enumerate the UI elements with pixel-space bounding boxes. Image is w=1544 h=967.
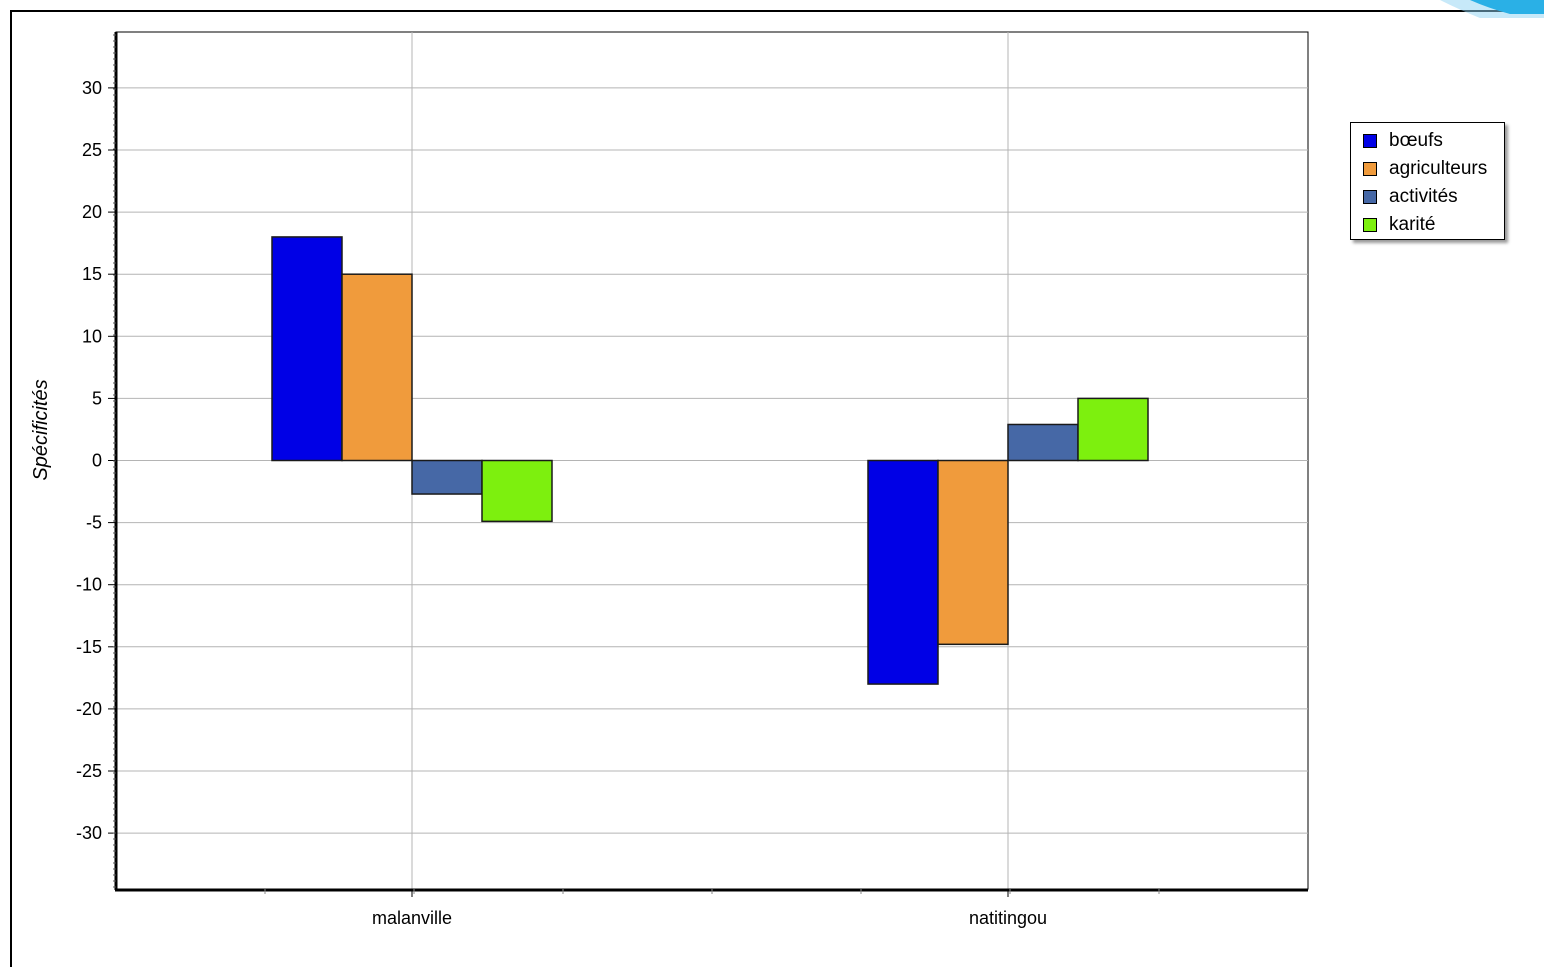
bar-natitingou-2 <box>1007 423 1079 462</box>
bar-malanville-2 <box>411 459 483 495</box>
y-tick-label: -15 <box>76 637 102 657</box>
y-tick-label: 20 <box>82 202 102 222</box>
legend-swatch <box>1363 190 1377 204</box>
y-tick-label: -25 <box>76 761 102 781</box>
y-tick-label: 0 <box>92 451 102 471</box>
legend-swatch <box>1363 134 1377 148</box>
legend: bœufs agriculteurs activités karité <box>1350 122 1505 240</box>
bar-natitingou-1 <box>937 459 1009 646</box>
legend-swatch <box>1363 218 1377 232</box>
legend-label: activités <box>1389 186 1458 207</box>
bar-malanville-1 <box>341 273 413 462</box>
x-axis-ticks: malanville natitingou <box>264 889 1160 928</box>
y-tick-label: 5 <box>92 388 102 408</box>
corner-decoration <box>1440 0 1544 18</box>
bar-malanville-3 <box>481 459 553 523</box>
legend-item: agriculteurs <box>1363 155 1504 183</box>
y-axis-ticks: 30 25 20 15 10 5 0 -5 -10 -15 -20 -25 -30 <box>76 34 116 888</box>
chart-frame <box>10 10 1544 967</box>
legend-item: karité <box>1363 211 1504 239</box>
y-axis-label: Spécificités <box>30 379 52 480</box>
x-tick-label: malanville <box>372 908 452 928</box>
bar-natitingou-0 <box>867 459 939 685</box>
legend-item: activités <box>1363 183 1504 211</box>
x-tick-label: natitingou <box>969 908 1047 928</box>
legend-label: karité <box>1389 214 1436 235</box>
y-tick-label: 25 <box>82 140 102 160</box>
y-tick-label: -10 <box>76 575 102 595</box>
y-tick-label: 15 <box>82 264 102 284</box>
legend-label: bœufs <box>1389 130 1443 151</box>
legend-item: bœufs <box>1363 127 1504 155</box>
bars <box>271 236 1149 685</box>
legend-label: agriculteurs <box>1389 158 1488 179</box>
y-tick-label: 30 <box>82 78 102 98</box>
y-tick-label: -5 <box>86 513 102 533</box>
legend-swatch <box>1363 162 1377 176</box>
bar-malanville-0 <box>271 236 343 462</box>
bar-natitingou-3 <box>1077 397 1149 462</box>
y-tick-label: 10 <box>82 326 102 346</box>
y-tick-label: -30 <box>76 823 102 843</box>
y-tick-label: -20 <box>76 699 102 719</box>
